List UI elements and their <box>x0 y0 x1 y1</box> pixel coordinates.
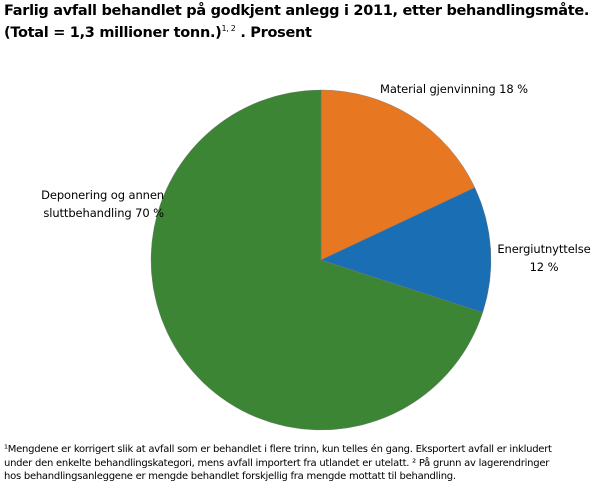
label-deponering-value: sluttbehandling 70 % <box>43 206 164 220</box>
label-deponering: Deponering og annen sluttbehandling 70 % <box>6 186 164 222</box>
chart-title-unit: . Prosent <box>235 25 312 41</box>
label-energi-name: Energiutnyttelse <box>497 242 591 256</box>
pie-slices <box>150 89 492 431</box>
footnote-line3: hos behandlingsanleggene er mengde behan… <box>4 471 456 483</box>
label-deponering-name: Deponering og annen <box>41 188 164 202</box>
slice-material <box>320 89 476 261</box>
footnote-line2: under den enkelte behandlingskategori, m… <box>4 457 550 469</box>
chart-title-line2: (Total = 1,3 millioner tonn.)1, 2 . Pros… <box>4 20 589 42</box>
label-energi: Energiutnyttelse 12 % <box>494 240 594 276</box>
label-energi-value: 12 % <box>529 260 559 274</box>
label-material: Material gjenvinning 18 % <box>380 82 528 96</box>
footnote-line1: ¹Mengdene er korrigert slik at avfall so… <box>4 444 552 455</box>
footnote-ref: 1, 2 <box>221 24 236 33</box>
slice-energi <box>320 187 492 313</box>
chart-title-total: (Total = 1,3 millioner tonn.) <box>4 25 222 41</box>
footnote: ¹Mengdene er korrigert slik at avfall so… <box>4 443 604 484</box>
slice-deponering <box>150 89 483 431</box>
chart-title-line1: Farlig avfall behandlet på godkjent anle… <box>4 3 590 19</box>
chart-title: Farlig avfall behandlet på godkjent anle… <box>4 2 589 42</box>
